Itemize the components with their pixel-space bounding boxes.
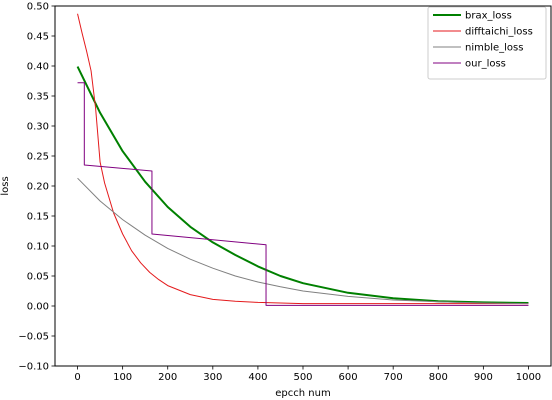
x-tick-label: 600 xyxy=(339,372,358,383)
x-tick-label: 0 xyxy=(74,372,80,383)
y-tick-label: 0.05 xyxy=(27,272,49,283)
y-tick-label: 0.40 xyxy=(27,62,49,73)
y-tick-label: −0.10 xyxy=(18,362,49,373)
y-tick-label: 0.45 xyxy=(27,32,49,43)
y-tick-label: 0.50 xyxy=(27,2,49,13)
x-tick-label: 100 xyxy=(113,372,132,383)
y-tick-label: 0.25 xyxy=(27,152,49,163)
y-tick-label: 0.20 xyxy=(27,182,49,193)
x-tick-label: 900 xyxy=(474,372,493,383)
series-line-nimble-loss xyxy=(77,177,529,305)
x-tick-label: 1000 xyxy=(516,372,541,383)
x-tick-label: 800 xyxy=(429,372,448,383)
y-tick-label: 0.15 xyxy=(27,212,49,223)
x-tick-label: 300 xyxy=(203,372,222,383)
x-tick-label: 700 xyxy=(384,372,403,383)
legend-label: nimble_loss xyxy=(465,43,523,54)
y-axis-ticks: −0.10 −0.05 0.00 0.05 0.10 0.15 0.20 0.25 0.30 0.… xyxy=(18,2,55,373)
y-tick-label: −0.05 xyxy=(18,332,49,343)
legend: brax_loss difftaichi_loss nimble_loss our_l… xyxy=(427,6,547,80)
x-tick-label: 500 xyxy=(293,372,312,383)
y-tick-label: 0.30 xyxy=(27,122,49,133)
legend-box xyxy=(427,6,547,80)
series-line-brax-loss xyxy=(76,66,529,304)
y-axis-label: loss xyxy=(0,176,11,195)
series-line-difftaichi-loss xyxy=(77,13,529,305)
x-tick-label: 400 xyxy=(248,372,267,383)
series-line-our-loss xyxy=(77,82,529,306)
y-tick-label: 0.35 xyxy=(27,92,49,103)
y-tick-label: 0.00 xyxy=(27,302,49,313)
legend-label: difftaichi_loss xyxy=(465,27,533,38)
x-axis-ticks: 0 100 200 300 400 500 600 700 800 900 1000 xyxy=(74,366,541,383)
x-tick-label: 200 xyxy=(158,372,177,383)
legend-label: our_loss xyxy=(465,59,506,70)
legend-label: brax_loss xyxy=(465,11,512,22)
y-tick-label: 0.10 xyxy=(27,242,49,253)
plot-lines xyxy=(76,13,529,306)
x-axis-label: epcch num xyxy=(275,388,330,399)
